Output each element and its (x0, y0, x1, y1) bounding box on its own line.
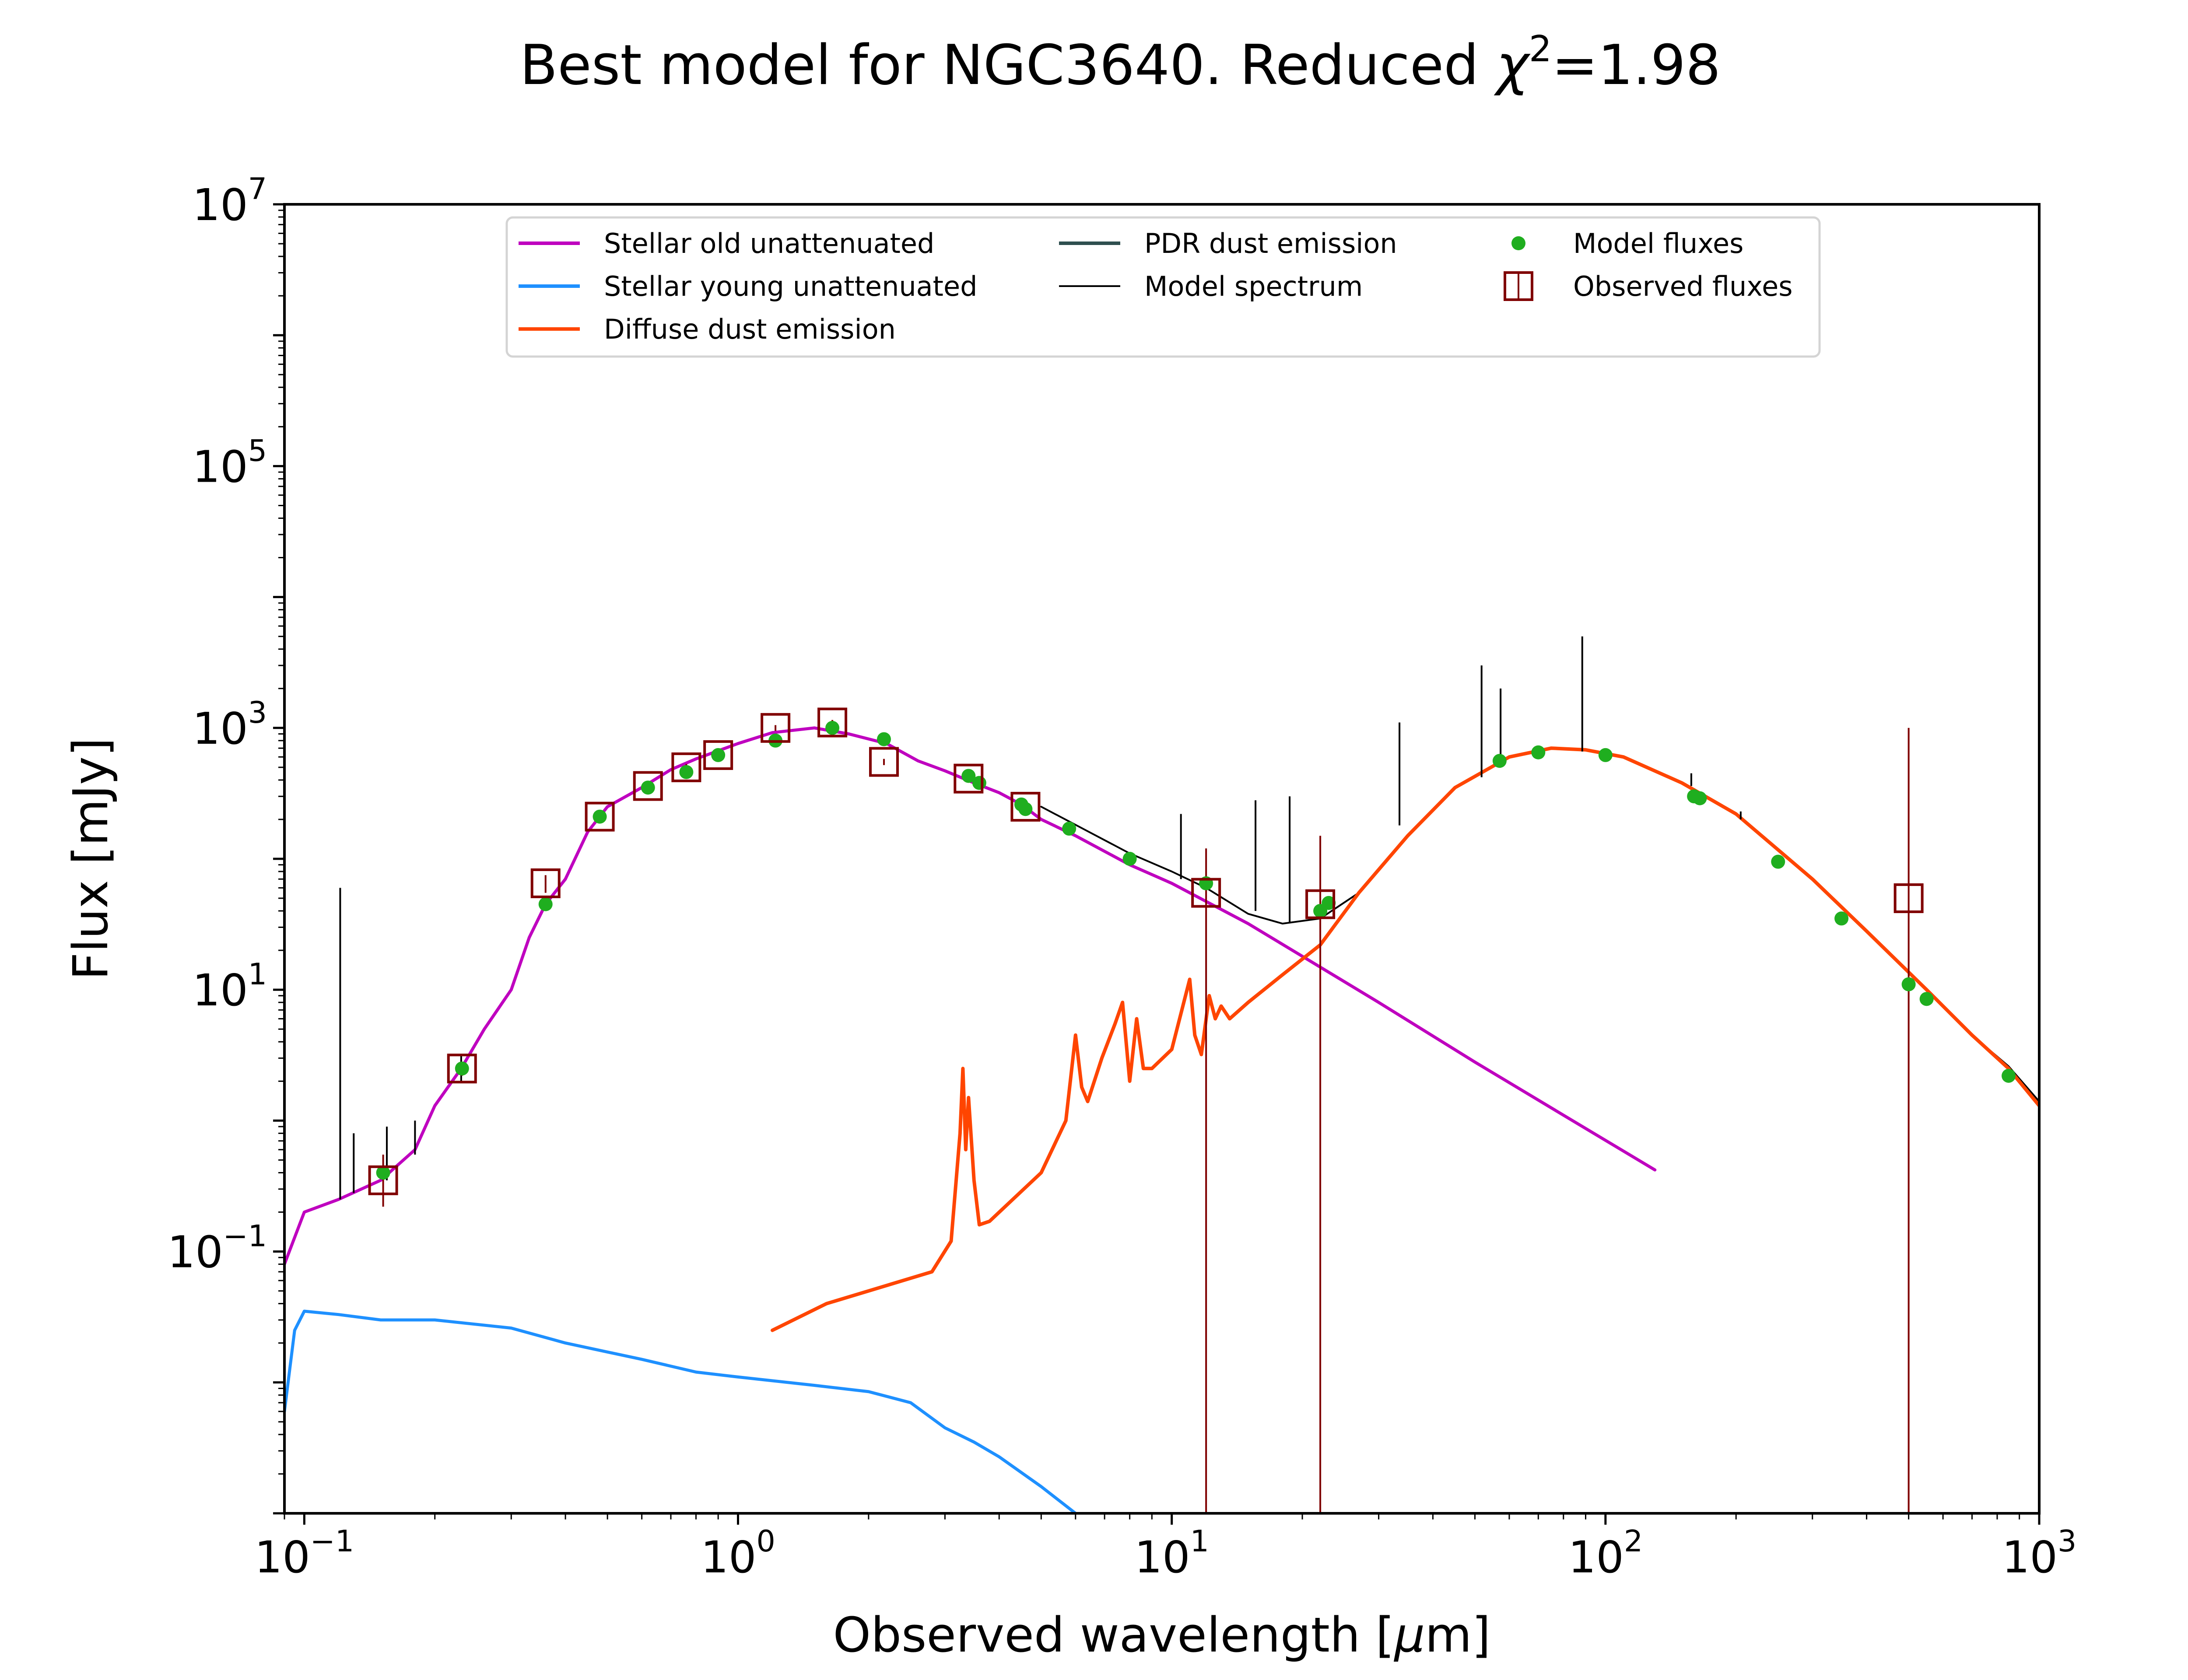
observed-flux-point-3 (585, 802, 615, 832)
observed-flux-point-5 (671, 752, 701, 782)
y-tick-label: 101 (192, 957, 267, 1016)
model-flux-point-21 (1598, 748, 1613, 762)
model-flux-point-3 (593, 809, 607, 824)
x-axis: 10−1 100 101 102 103 (255, 1513, 2077, 1583)
x-tick-label: 103 (2002, 1524, 2077, 1583)
observed-flux-point-11 (1010, 791, 1041, 822)
observed-flux-point-1 (447, 1054, 477, 1084)
model-flux-point-13 (1018, 802, 1033, 816)
model-flux-point-23 (1693, 791, 1707, 805)
observed-flux-point-13 (1305, 889, 1336, 919)
model-flux-point-5 (679, 765, 694, 779)
legend-item-model-spectrum: Model spectrum (1059, 270, 1363, 302)
model-flux-point-25 (1834, 911, 1849, 926)
x-tick-label: 101 (1134, 1524, 1209, 1583)
legend-swatch (1511, 236, 1525, 250)
legend-item-diffuse-dust: Diffuse dust emission (519, 313, 896, 345)
legend-item-pdr-dust: PDR dust emission (1059, 228, 1397, 259)
legend-label: Model fluxes (1573, 228, 1743, 259)
model-flux-point-14 (1062, 822, 1076, 836)
x-axis-label: Observed wavelength [μm] (833, 1607, 1491, 1663)
legend-label: Model spectrum (1144, 270, 1363, 302)
observed-flux-point-6 (703, 740, 733, 770)
legend-label: Diffuse dust emission (604, 313, 896, 345)
model-flux-point-10 (961, 769, 976, 783)
x-tick-label: 102 (1568, 1524, 1643, 1583)
y-tick-label: 107 (192, 172, 267, 231)
observed-flux-point-2 (530, 868, 561, 898)
observed-flux-point-9 (869, 747, 899, 777)
legend-label: PDR dust emission (1144, 228, 1397, 259)
observed-flux-point-10 (954, 763, 984, 794)
model-flux-point-2 (538, 897, 553, 911)
chart-title: Best model for NGC3640. Reduced χ2=1.98 (520, 28, 1721, 97)
observed-flux-point-8 (817, 707, 848, 738)
model-flux-point-19 (1492, 754, 1507, 768)
model-flux-point-26 (1901, 977, 1916, 991)
model-flux-point-0 (376, 1166, 390, 1180)
model-flux-point-28 (2002, 1068, 2016, 1083)
legend-label: Stellar old unattenuated (604, 228, 934, 259)
observed-flux-point-14 (1893, 883, 1924, 914)
model-flux-point-27 (1919, 992, 1934, 1006)
y-tick-label: 105 (192, 434, 267, 492)
y-axis-label: Flux [mJy] (63, 738, 119, 980)
data-markers (368, 707, 2016, 1513)
legend-item-stellar-old: Stellar old unattenuated (519, 228, 934, 259)
legend-label: Observed fluxes (1573, 270, 1793, 302)
model-flux-point-6 (711, 748, 726, 762)
model-flux-point-8 (825, 721, 840, 735)
x-tick-label: 100 (701, 1524, 775, 1583)
observed-flux-point-12 (1191, 878, 1221, 908)
legend: Stellar old unattenuated Stellar young un… (505, 216, 1821, 358)
model-flux-point-9 (877, 732, 891, 746)
legend-label: Stellar young unattenuated (604, 270, 977, 302)
series-stellar-young (284, 1309, 1077, 1513)
legend-box (505, 216, 1821, 358)
model-flux-point-18 (1322, 896, 1336, 910)
model-flux-point-15 (1122, 852, 1137, 866)
y-axis: 10−1 101 103 105 107 (168, 172, 284, 1515)
observed-flux-point-4 (633, 771, 663, 801)
model-flux-point-24 (1771, 854, 1785, 869)
legend-item-observed-fluxes: Observed fluxes (1504, 270, 1793, 302)
y-tick-label: 103 (192, 696, 267, 754)
observed-flux-point-7 (761, 713, 791, 743)
x-tick-label: 10−1 (255, 1524, 354, 1583)
model-flux-point-11 (972, 776, 986, 790)
model-flux-point-4 (641, 780, 655, 795)
model-flux-point-20 (1531, 745, 1546, 760)
model-flux-point-1 (455, 1061, 469, 1076)
legend-item-stellar-young: Stellar young unattenuated (519, 270, 977, 302)
observed-flux-point-0 (368, 1165, 398, 1195)
y-tick-label: 10−1 (168, 1219, 267, 1278)
legend-item-model-fluxes: Model fluxes (1511, 228, 1743, 259)
